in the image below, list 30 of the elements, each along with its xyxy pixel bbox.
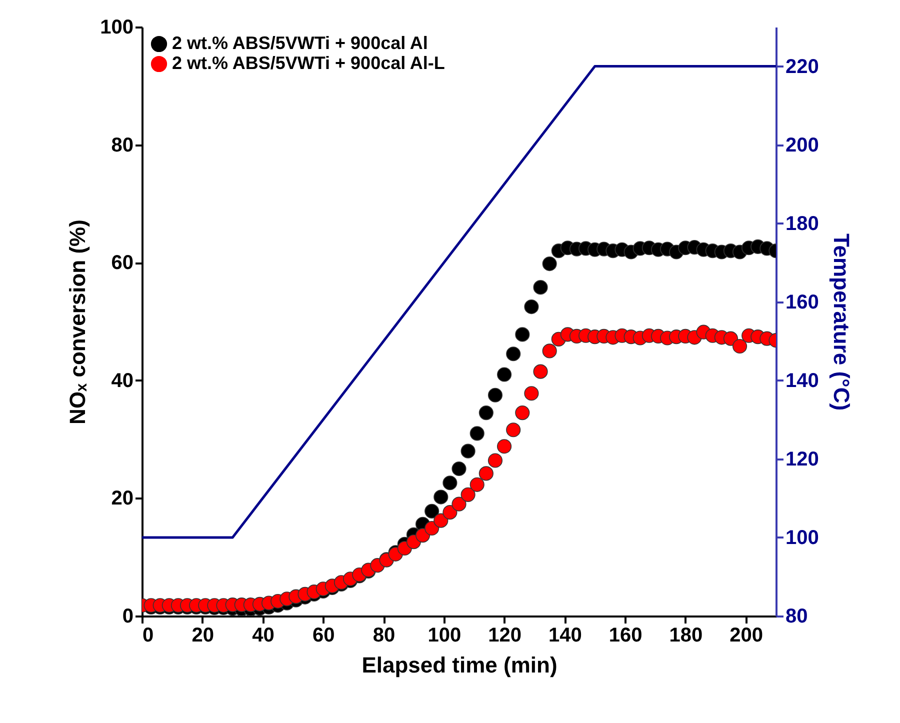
y2-tick-label: 160 [786,291,819,314]
y-tick-label: 0 [122,606,134,628]
y-axis-title: NOₓ conversion (%) [65,220,90,424]
x-tick-label: 20 [192,624,214,646]
x-tick-label: 80 [372,624,396,646]
x-tick-label: 100 [428,624,462,646]
x-tick-label: 160 [608,624,642,646]
x-tick-label: 60 [312,624,335,646]
y-tick-label: 40 [111,370,134,392]
y-tick-label: 20 [111,488,134,510]
legend-label: 2 wt.% ABS/5VWTi + 900cal Al [172,33,428,53]
y2-tick-label: 80 [786,606,808,628]
y2-tick-label: 180 [786,212,819,235]
y-tick-label: 100 [100,16,134,38]
x-tick-label: 0 [142,624,154,646]
x-tick-label: 140 [548,624,582,646]
y2-tick-label: 220 [786,56,819,78]
y-tick-label: 80 [111,134,134,156]
y2-tick-label: 120 [786,448,819,470]
x-tick-label: 200 [730,624,763,646]
y-tick-label: 60 [111,252,134,274]
y2-axis-title: Temperature (°C) [828,233,854,411]
y2-tick-label: 100 [786,526,819,549]
x-tick-label: 120 [488,624,522,646]
x-tick-label: 180 [669,624,703,646]
y2-tick-label: 200 [786,134,819,156]
y2-tick-label: 140 [786,370,819,392]
legend-label: 2 wt.% ABS/5VWTi + 900cal Al-L [172,53,445,73]
x-axis-title: Elapsed time (min) [362,652,558,678]
x-tick-label: 40 [252,624,274,646]
